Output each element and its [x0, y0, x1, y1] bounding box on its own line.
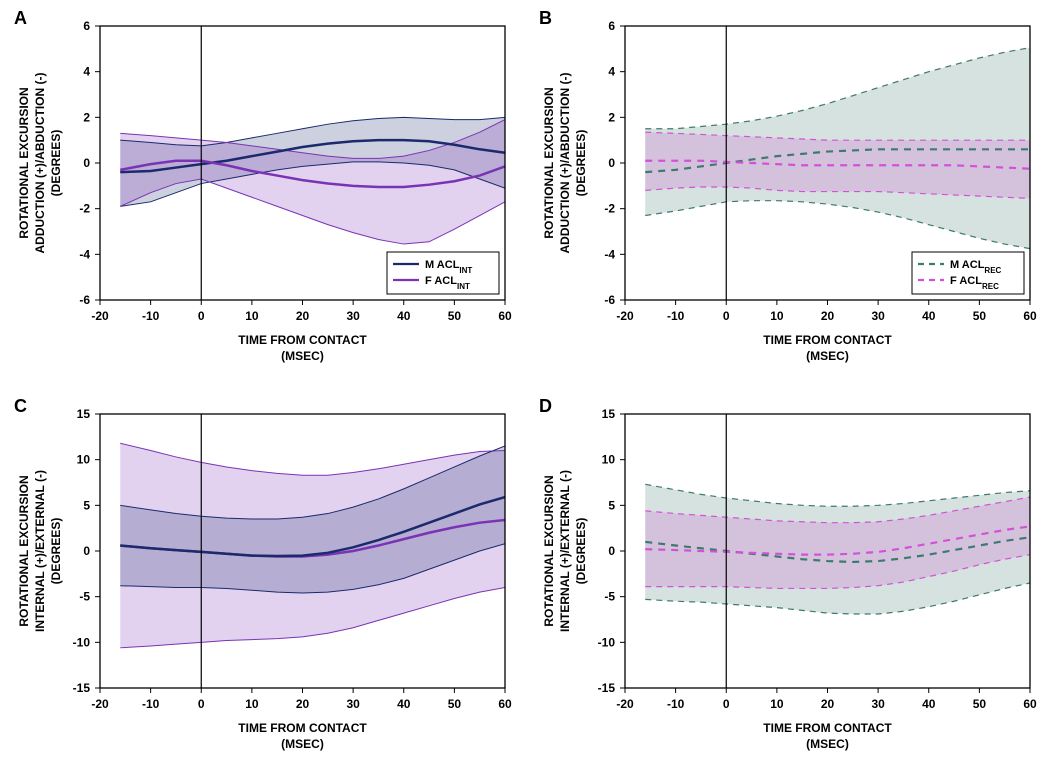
svg-text:50: 50: [448, 309, 462, 323]
svg-text:5: 5: [608, 498, 615, 512]
svg-text:-4: -4: [79, 247, 90, 261]
svg-text:-20: -20: [91, 309, 109, 323]
panel-C: C -20 -10 0 10 20 30 40 50 60 -15 -10 -5 0 5 10 15 TIME …: [0, 388, 525, 776]
svg-text:10: 10: [77, 453, 91, 467]
svg-text:-20: -20: [91, 697, 109, 711]
panel-B: B -20-100102030405060-6-4-20246TIME FROM…: [525, 0, 1050, 388]
svg-text:ADDUCTION (+)/ABDUCTION (-): ADDUCTION (+)/ABDUCTION (-): [33, 73, 47, 254]
svg-text:50: 50: [973, 697, 987, 711]
svg-text:-2: -2: [79, 202, 90, 216]
svg-text:TIME FROM CONTACT: TIME FROM CONTACT: [763, 721, 892, 735]
svg-text:(MSEC): (MSEC): [281, 349, 324, 363]
svg-text:-10: -10: [142, 697, 160, 711]
svg-text:30: 30: [871, 309, 885, 323]
svg-text:0: 0: [723, 697, 730, 711]
svg-text:-4: -4: [604, 247, 615, 261]
svg-text:2: 2: [83, 110, 90, 124]
svg-text:-5: -5: [604, 590, 615, 604]
svg-text:40: 40: [397, 697, 411, 711]
svg-text:10: 10: [770, 309, 784, 323]
svg-text:20: 20: [821, 309, 835, 323]
svg-text:ROTATIONAL EXCURSION: ROTATIONAL EXCURSION: [542, 475, 556, 626]
svg-text:(MSEC): (MSEC): [281, 737, 324, 751]
svg-text:-2: -2: [604, 202, 615, 216]
svg-text:0: 0: [608, 156, 615, 170]
svg-text:INTERNAL (+)/EXTERNAL (-): INTERNAL (+)/EXTERNAL (-): [33, 470, 47, 632]
svg-text:0: 0: [83, 156, 90, 170]
svg-text:(DEGREES): (DEGREES): [49, 518, 63, 585]
svg-text:10: 10: [245, 309, 259, 323]
svg-text:0: 0: [83, 544, 90, 558]
svg-text:40: 40: [922, 309, 936, 323]
svg-text:30: 30: [346, 697, 360, 711]
panel-D: D -20 -10 0 10 20 30 40 50 60 -15 -10 -5 0 5 10 15 TIME …: [525, 388, 1050, 776]
svg-text:6: 6: [608, 19, 615, 33]
svg-text:15: 15: [77, 407, 91, 421]
svg-text:60: 60: [498, 309, 512, 323]
panel-B-letter: B: [539, 8, 552, 29]
svg-text:ROTATIONAL EXCURSION: ROTATIONAL EXCURSION: [542, 87, 556, 238]
svg-text:-5: -5: [79, 590, 90, 604]
svg-text:ROTATIONAL EXCURSION: ROTATIONAL EXCURSION: [17, 475, 31, 626]
svg-text:(MSEC): (MSEC): [806, 349, 849, 363]
svg-text:-6: -6: [79, 293, 90, 307]
svg-text:0: 0: [198, 309, 205, 323]
svg-text:ROTATIONAL EXCURSION: ROTATIONAL EXCURSION: [17, 87, 31, 238]
svg-text:60: 60: [1023, 309, 1037, 323]
svg-text:20: 20: [296, 697, 310, 711]
svg-text:TIME FROM CONTACT: TIME FROM CONTACT: [238, 721, 367, 735]
panel-D-letter: D: [539, 396, 552, 417]
svg-text:-6: -6: [604, 293, 615, 307]
svg-text:(DEGREES): (DEGREES): [574, 130, 588, 197]
svg-text:40: 40: [922, 697, 936, 711]
svg-text:60: 60: [498, 697, 512, 711]
svg-text:30: 30: [346, 309, 360, 323]
svg-text:(DEGREES): (DEGREES): [49, 130, 63, 197]
svg-text:6: 6: [83, 19, 90, 33]
svg-text:TIME FROM CONTACT: TIME FROM CONTACT: [763, 333, 892, 347]
svg-text:50: 50: [973, 309, 987, 323]
svg-text:0: 0: [198, 697, 205, 711]
svg-text:60: 60: [1023, 697, 1037, 711]
svg-text:15: 15: [602, 407, 616, 421]
svg-text:20: 20: [821, 697, 835, 711]
svg-text:50: 50: [448, 697, 462, 711]
panel-A: A -20-100102030405060-6-4-20246TIME FROM…: [0, 0, 525, 388]
svg-text:2: 2: [608, 110, 615, 124]
figure-grid: A -20-100102030405060-6-4-20246TIME FROM…: [0, 0, 1050, 776]
svg-text:-10: -10: [142, 309, 160, 323]
svg-text:0: 0: [723, 309, 730, 323]
svg-text:10: 10: [602, 453, 616, 467]
svg-text:-20: -20: [616, 697, 634, 711]
svg-text:5: 5: [83, 498, 90, 512]
svg-text:INTERNAL (+)/EXTERNAL (-): INTERNAL (+)/EXTERNAL (-): [558, 470, 572, 632]
svg-text:(MSEC): (MSEC): [806, 737, 849, 751]
svg-text:40: 40: [397, 309, 411, 323]
svg-text:ADDUCTION (+)/ABDUCTION (-): ADDUCTION (+)/ABDUCTION (-): [558, 73, 572, 254]
svg-text:4: 4: [608, 65, 615, 79]
svg-text:30: 30: [871, 697, 885, 711]
svg-text:20: 20: [296, 309, 310, 323]
svg-text:-10: -10: [667, 309, 685, 323]
panel-A-letter: A: [14, 8, 27, 29]
svg-text:-20: -20: [616, 309, 634, 323]
svg-text:-15: -15: [598, 681, 616, 695]
panel-C-letter: C: [14, 396, 27, 417]
svg-text:0: 0: [608, 544, 615, 558]
svg-text:-10: -10: [73, 635, 91, 649]
svg-text:(DEGREES): (DEGREES): [574, 518, 588, 585]
svg-text:4: 4: [83, 65, 90, 79]
svg-text:TIME FROM CONTACT: TIME FROM CONTACT: [238, 333, 367, 347]
svg-text:10: 10: [245, 697, 259, 711]
svg-text:10: 10: [770, 697, 784, 711]
svg-text:-15: -15: [73, 681, 91, 695]
svg-text:-10: -10: [667, 697, 685, 711]
svg-text:-10: -10: [598, 635, 616, 649]
